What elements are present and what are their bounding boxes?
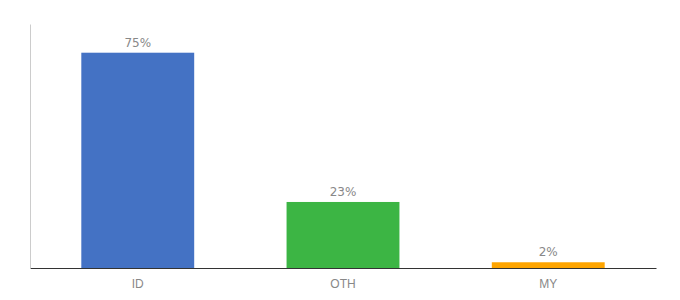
x-tick-label: OTH [330, 277, 355, 291]
chart: ID OTH MY 75% 23% 2% [0, 0, 680, 300]
bars [81, 53, 604, 268]
data-label: 75% [124, 36, 151, 50]
data-label: 2% [539, 245, 558, 259]
x-tick: MY [539, 277, 557, 291]
x-axis: ID OTH MY [31, 269, 657, 291]
bar [81, 53, 194, 268]
x-tick: OTH [330, 277, 355, 291]
y-axis-line [30, 25, 31, 269]
bar [492, 262, 605, 268]
x-tick-label: MY [539, 277, 557, 291]
data-labels: 75% 23% 2% [124, 36, 557, 260]
data-label: 23% [330, 185, 357, 199]
x-axis-line [31, 268, 657, 269]
y-axis [30, 25, 31, 269]
bar [287, 202, 400, 268]
x-tick-label: ID [132, 277, 144, 291]
plot: ID OTH MY 75% 23% 2% [31, 25, 657, 291]
x-tick: ID [132, 277, 144, 291]
